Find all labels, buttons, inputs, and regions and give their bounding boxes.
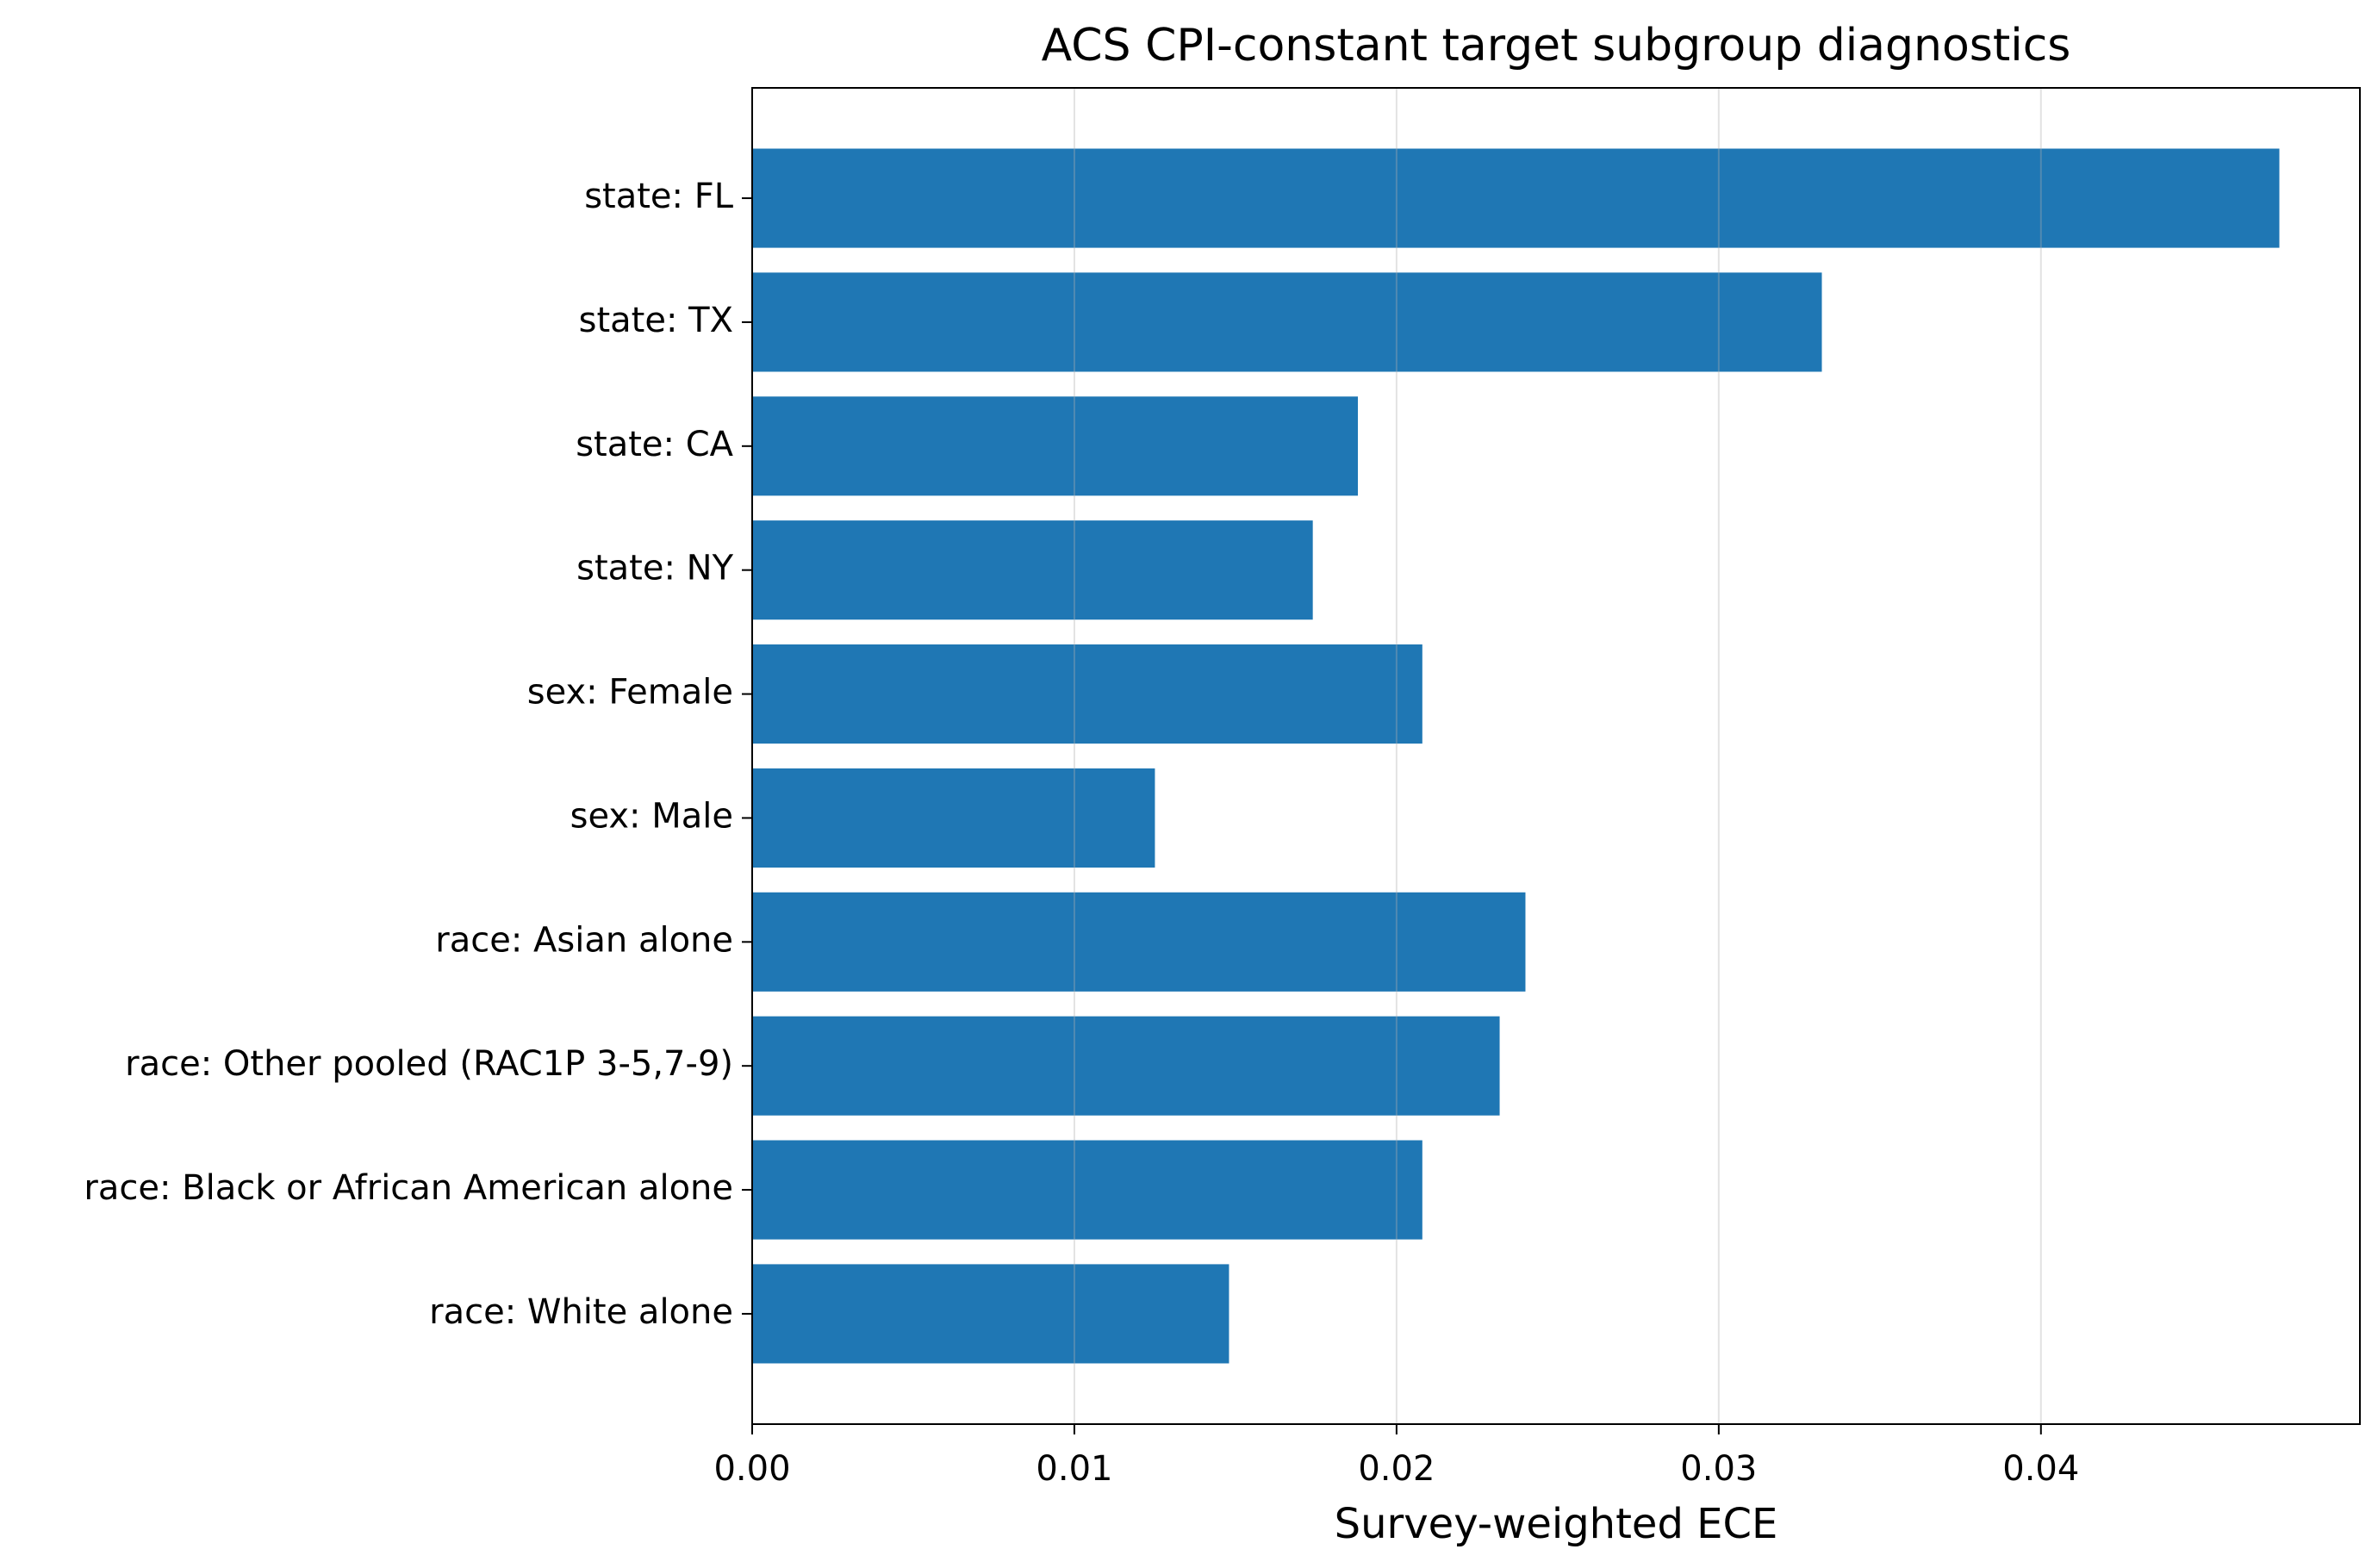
x-axis-label: Survey-weighted ECE	[1335, 1500, 1778, 1548]
chart-title: ACS CPI-constant target subgroup diagnos…	[1042, 20, 2071, 72]
x-tick-label: 0.02	[1358, 1449, 1435, 1489]
x-tick-label: 0.01	[1036, 1449, 1112, 1489]
y-tick-label: sex: Female	[527, 673, 733, 712]
y-tick-label: state: NY	[576, 549, 733, 588]
bar	[752, 1140, 1422, 1240]
x-tick-label: 0.04	[2002, 1449, 2079, 1489]
bar	[752, 1016, 1500, 1116]
y-tick-label: race: White alone	[429, 1292, 733, 1332]
bar	[752, 892, 1526, 992]
x-tick-label: 0.00	[713, 1449, 790, 1489]
bar	[752, 644, 1422, 744]
x-tick-label: 0.03	[1680, 1449, 1757, 1489]
y-tick-label: state: FL	[584, 177, 734, 216]
y-tick-label: state: CA	[576, 425, 733, 464]
bar	[752, 272, 1822, 372]
bar	[752, 396, 1359, 496]
y-tick-label: sex: Male	[570, 796, 733, 836]
bar	[752, 768, 1155, 868]
bar	[752, 520, 1313, 620]
bar	[752, 1264, 1229, 1364]
bar	[752, 148, 2280, 248]
y-tick-label: race: Asian alone	[435, 920, 733, 960]
y-tick-label: race: Black or African American alone	[84, 1168, 733, 1208]
plot-frame	[751, 87, 2361, 1425]
y-tick-label: state: TX	[579, 301, 733, 340]
y-tick-label: race: Other pooled (RAC1P 3-5,7-9)	[125, 1044, 733, 1084]
